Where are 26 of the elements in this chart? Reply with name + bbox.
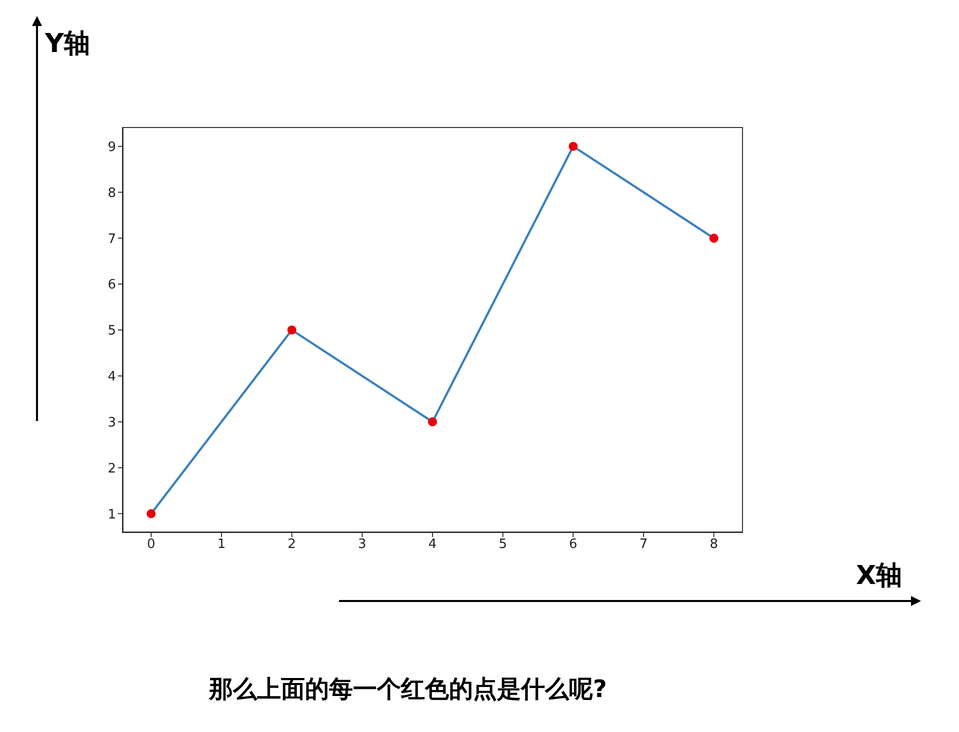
y-tick-label: 7 — [108, 232, 116, 247]
y-tick-label: 9 — [108, 140, 116, 155]
x-tick-label: 7 — [639, 537, 648, 552]
text: 那么上面的每一个红色的点是什么呢? — [208, 674, 608, 705]
point — [709, 234, 718, 243]
y-tick-label: 6 — [108, 278, 116, 293]
point — [146, 509, 156, 518]
x-tick-label: 8 — [710, 537, 718, 552]
x-tick-label: 1 — [217, 537, 226, 552]
y-tick-label: 3 — [108, 415, 116, 430]
x-tick-label: 2 — [288, 537, 296, 552]
x-tick-label: 4 — [428, 537, 437, 552]
y-tick-label: 8 — [108, 186, 116, 201]
y-axis-title: Y轴 — [45, 28, 90, 61]
x-axis-title: X轴 — [856, 560, 902, 593]
x-tick-label: 3 — [358, 537, 366, 552]
point — [428, 417, 438, 426]
x-tick-label: 6 — [569, 537, 578, 552]
point — [287, 325, 296, 335]
point — [568, 142, 578, 151]
y-tick-label: 2 — [108, 461, 116, 476]
x-tick-label: 0 — [146, 537, 156, 552]
y-tick-label: 4 — [108, 370, 116, 385]
y-tick-label: 1 — [108, 507, 116, 522]
y-tick-label: 5 — [108, 324, 116, 339]
x-tick-label: 5 — [498, 537, 507, 552]
